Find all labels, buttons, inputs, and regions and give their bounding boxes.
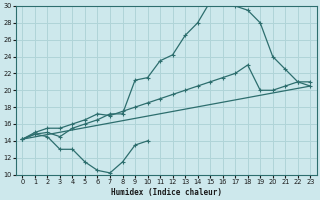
X-axis label: Humidex (Indice chaleur): Humidex (Indice chaleur) bbox=[111, 188, 222, 197]
